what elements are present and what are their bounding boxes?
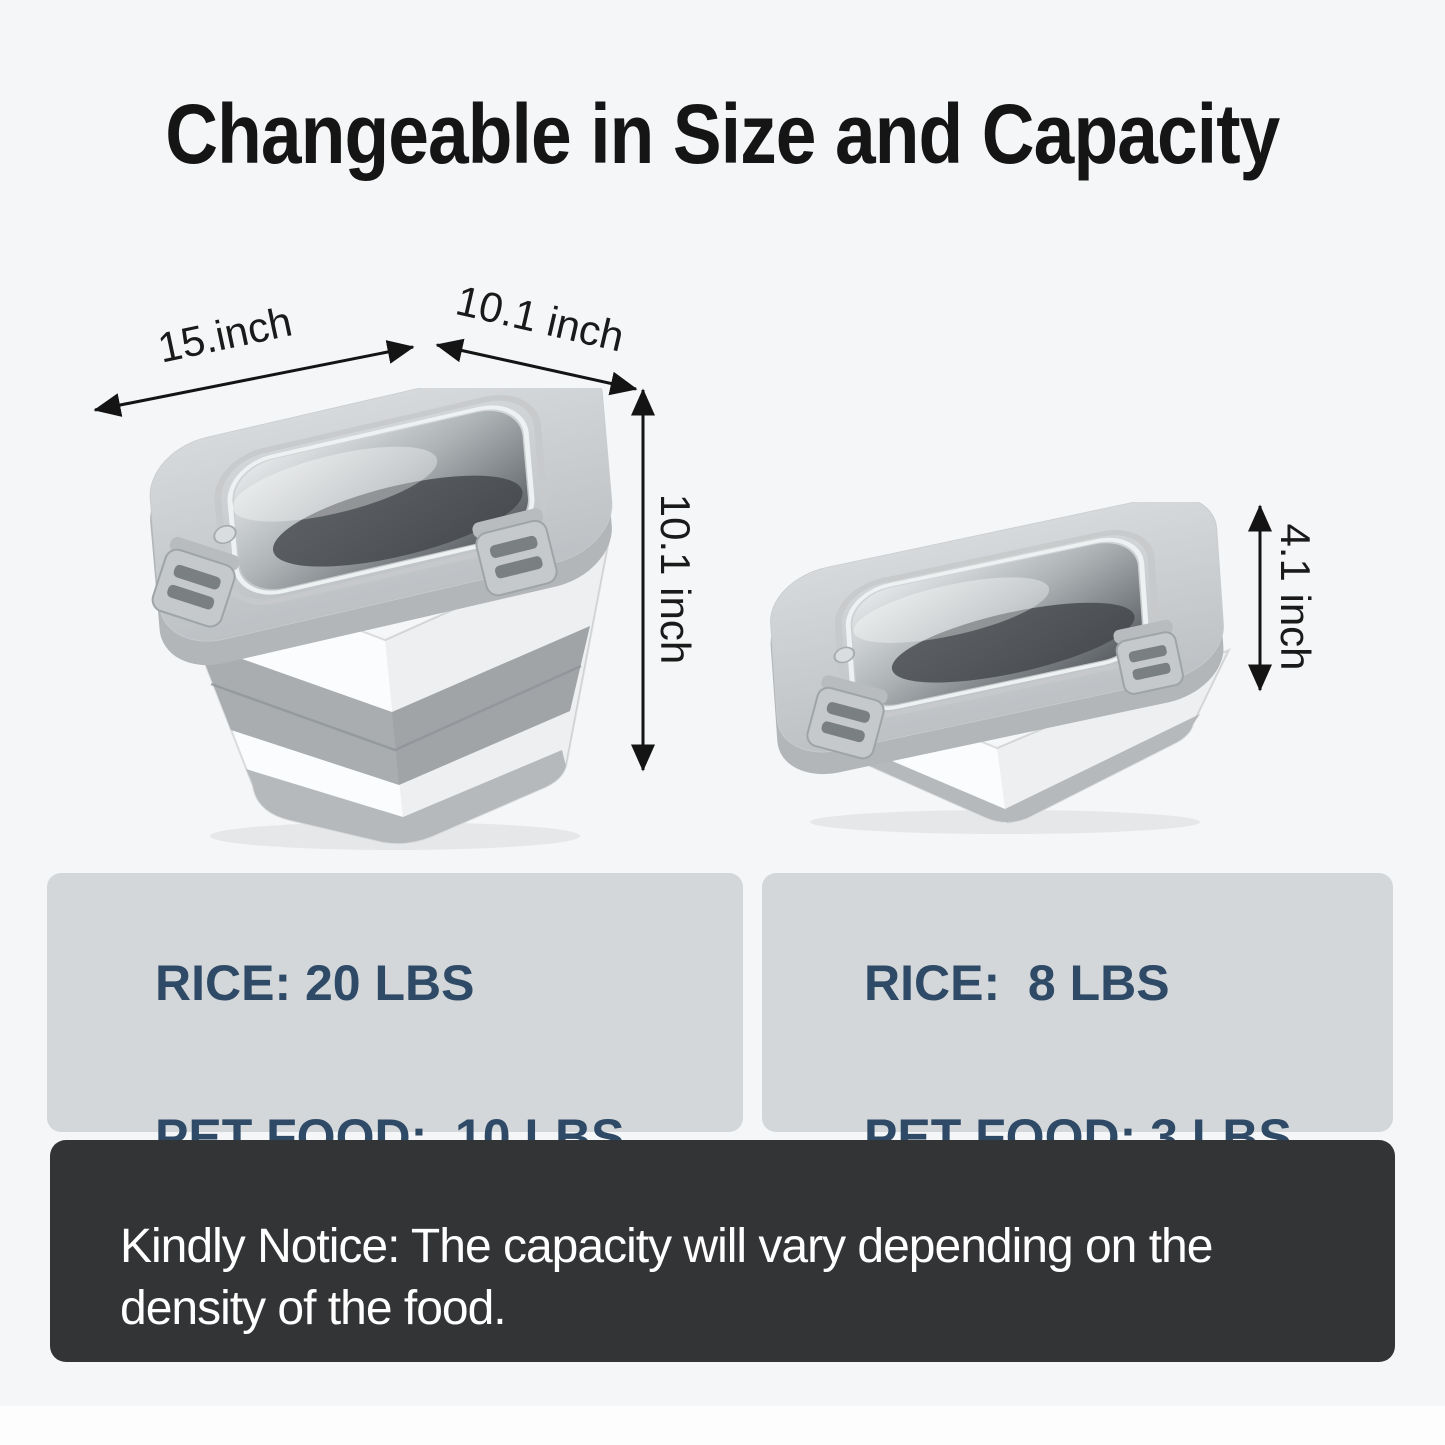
window-reflection-dark (272, 475, 523, 567)
lid-clip (833, 646, 856, 664)
fold-ridge (210, 664, 582, 752)
page-header: Changeable in Size and Capacity (0, 87, 1445, 181)
capacity-card-text: RICE: 20 LBS PET FOOD: 10 LBS (47, 873, 743, 1176)
container-lid (770, 502, 1224, 753)
expanded-container-illustration (149, 388, 613, 850)
capacity-line-rice: RICE: 20 LBS (155, 955, 475, 1011)
window-reflection-dark (891, 602, 1135, 683)
latch (472, 508, 558, 597)
latch (151, 536, 240, 628)
silicone-band (197, 626, 590, 785)
container-base (810, 714, 1200, 822)
notice-text: Kindly Notice: The capacity will vary de… (120, 1220, 1213, 1335)
notice-bar: Kindly Notice: The capacity will vary de… (50, 1140, 1395, 1362)
capacity-line-rice: RICE: 8 LBS (864, 955, 1170, 1011)
container-base (246, 750, 566, 844)
depth-dimension-label: 10.1 inch (451, 276, 629, 361)
capacity-card-text: RICE: 8 LBS PET FOOD: 3 LBS (762, 873, 1393, 1176)
collapsed-height-dimension-label: 4.1 inch (1272, 523, 1319, 671)
window-highlight (853, 577, 1050, 643)
capacity-card-expanded: RICE: 20 LBS PET FOOD: 10 LBS (47, 873, 743, 1165)
page-title: Changeable in Size and Capacity (165, 87, 1280, 181)
latch (806, 675, 888, 760)
expanded-height-dimension-label: 10.1 inch (652, 493, 699, 665)
width-dimension-label: 15.inch (153, 297, 297, 372)
lid-clip (213, 524, 237, 545)
collapsed-container-illustration (770, 502, 1232, 834)
bottom-margin (0, 1406, 1445, 1445)
capacity-card-collapsed: RICE: 8 LBS PET FOOD: 3 LBS (762, 873, 1393, 1165)
latch (1113, 619, 1184, 695)
window-highlight (232, 446, 438, 522)
